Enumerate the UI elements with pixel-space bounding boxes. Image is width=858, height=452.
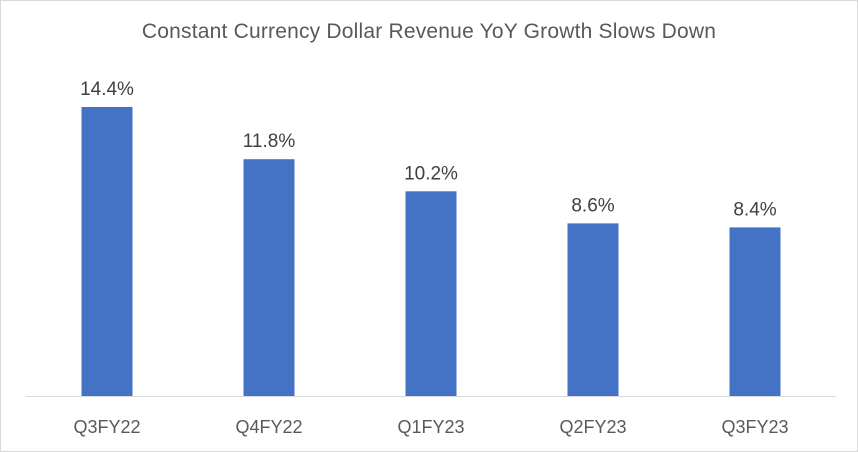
bar-Q2FY23 bbox=[567, 223, 619, 396]
bar-Q4FY22 bbox=[243, 159, 295, 396]
data-label-Q1FY23: 10.2% bbox=[404, 163, 458, 184]
category-labels-group: Q3FY22 Q4FY22 Q1FY23 Q2FY23 Q3FY23 bbox=[73, 417, 788, 437]
bars-group bbox=[81, 107, 781, 396]
category-label-Q4FY22: Q4FY22 bbox=[235, 417, 302, 437]
data-label-Q4FY22: 11.8% bbox=[243, 131, 296, 152]
category-label-Q3FY22: Q3FY22 bbox=[73, 417, 140, 437]
category-label-Q1FY23: Q1FY23 bbox=[397, 417, 464, 437]
bar-Q3FY22 bbox=[81, 107, 133, 396]
data-label-Q3FY23: 8.4% bbox=[733, 199, 776, 220]
data-labels-group: 14.4% 11.8% 10.2% 8.6% 8.4% bbox=[80, 79, 777, 220]
bar-Q3FY23 bbox=[729, 227, 781, 396]
bar-Q1FY23 bbox=[405, 191, 457, 396]
data-label-Q3FY22: 14.4% bbox=[80, 79, 134, 100]
category-label-Q3FY23: Q3FY23 bbox=[721, 417, 788, 437]
data-label-Q2FY23: 8.6% bbox=[571, 195, 614, 216]
chart-title: Constant Currency Dollar Revenue YoY Gro… bbox=[141, 20, 717, 43]
category-label-Q2FY23: Q2FY23 bbox=[559, 417, 626, 437]
